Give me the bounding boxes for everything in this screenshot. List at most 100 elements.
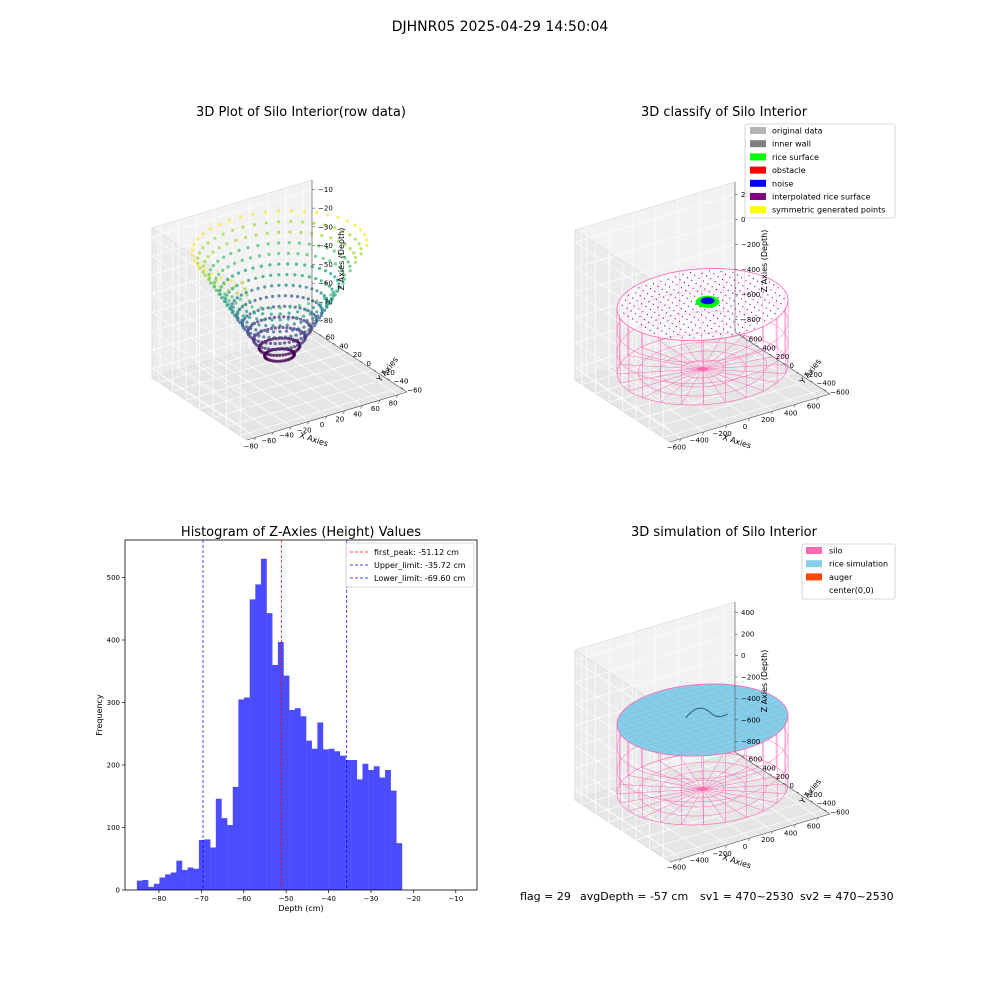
- y-tick-mark: [809, 800, 813, 802]
- x-tick-mark: [306, 421, 310, 425]
- x-tick-label: 0: [743, 423, 747, 431]
- x-tick-label: 20: [335, 416, 344, 424]
- legend-label: Lower_limit: -69.60 cm: [374, 574, 466, 583]
- y-tick-label: −40: [394, 378, 409, 386]
- x-tick-label: −50: [279, 895, 294, 903]
- y-tick-label: 0: [116, 887, 120, 895]
- y-tick-mark: [782, 782, 786, 785]
- histogram-bar: [142, 880, 149, 890]
- histogram-bar: [390, 790, 397, 891]
- histogram-bar: [244, 697, 250, 890]
- y-tick-mark: [755, 345, 759, 347]
- legend-label: inner wall: [772, 140, 811, 149]
- y-tick-label: 0: [367, 360, 371, 368]
- z-tick-label: −400: [741, 266, 760, 274]
- histogram-bar: [283, 675, 290, 891]
- simulation-center-mark: [697, 787, 708, 791]
- auger-depression: [685, 707, 729, 719]
- y-tick-label: 600: [749, 335, 762, 343]
- z-tick-label: −40: [318, 242, 333, 250]
- histogram-bar: [362, 763, 369, 890]
- histogram-bar: [238, 699, 245, 891]
- z-tick-label: −70: [318, 298, 333, 306]
- x-tick-label: −10: [448, 895, 463, 903]
- y-tick-mark: [795, 791, 800, 794]
- legend-label: noise: [772, 179, 793, 188]
- legend-label: Upper_limit: -35.72 cm: [374, 561, 466, 570]
- classify-3d-plot: 3D classify of Silo Interior −600−400−20…: [574, 105, 896, 452]
- x-tick-mark: [747, 417, 751, 422]
- legend-frame: [744, 123, 896, 219]
- histogram-bar: [260, 558, 267, 890]
- histogram-bar: [317, 722, 324, 890]
- histogram-bar: [379, 777, 386, 890]
- legend-swatch: [750, 206, 766, 214]
- x-axis-label: X Axies: [298, 431, 329, 449]
- z-tick-label: −800: [741, 738, 760, 746]
- y-tick-label: −200: [803, 791, 822, 799]
- raw-data-3d-plot: 3D Plot of Silo Interior(row data) −80−6…: [151, 105, 422, 450]
- x-tick-mark: [816, 397, 819, 401]
- x-tick-label: 40: [353, 410, 362, 418]
- y-tick-label: 500: [107, 574, 120, 582]
- y-tick-label: −400: [817, 800, 836, 808]
- histogram-bar: [193, 868, 200, 890]
- histogram-bar: [300, 716, 307, 890]
- x-tick-label: 400: [784, 829, 797, 837]
- legend-label: center(0,0): [829, 586, 874, 595]
- legend-label: rice surface: [772, 153, 819, 162]
- classify-plot-title: 3D classify of Silo Interior: [641, 105, 808, 120]
- x-axis: −80 −70 −60 −50 −40 −30 −20 −10 Depth (cm): [152, 890, 463, 913]
- x-tick-label: 200: [761, 416, 774, 424]
- legend-swatch: [750, 127, 766, 134]
- legend-swatch: [750, 153, 766, 161]
- bowl-points: [190, 209, 369, 363]
- z-tick-label: −30: [318, 223, 333, 231]
- x-tick-label: 80: [389, 400, 398, 408]
- y-tick-mark: [741, 756, 745, 758]
- x-tick-mark: [793, 404, 796, 408]
- histogram-title: Histogram of Z-Axies (Height) Values: [181, 525, 421, 540]
- x-tick-label: −600: [667, 864, 686, 872]
- y-axis-label: Frequency: [95, 694, 104, 736]
- y-tick-label: 200: [776, 773, 789, 781]
- legend-swatch: [750, 140, 766, 148]
- legend-label: silo: [829, 547, 843, 556]
- plot-frame: [124, 539, 478, 891]
- x-axis: −80−60−40−20 0 20 40 60 80 X Axies: [243, 391, 408, 450]
- classify-legend: original data inner wall rice surface obsta…: [744, 123, 896, 219]
- x-tick-label: 0: [743, 843, 747, 851]
- histogram-bar: [385, 770, 391, 890]
- y-tick-label: −60: [407, 387, 422, 395]
- y-tick-mark: [795, 371, 800, 374]
- y-tick-label: 400: [762, 764, 775, 772]
- histogram-bar: [294, 708, 301, 891]
- y-tick-label: 40: [339, 342, 348, 350]
- histogram-bar: [187, 867, 194, 890]
- y-tick-label: 600: [749, 755, 762, 763]
- x-tick-mark: [724, 844, 728, 849]
- legend-label: obstacle: [772, 166, 806, 175]
- histogram-bar: [277, 641, 284, 891]
- classify-center-mark: [697, 367, 708, 371]
- z-tick-label: 400: [741, 609, 754, 617]
- z-tick-label: −600: [741, 716, 760, 724]
- raw-plot-title: 3D Plot of Silo Interior(row data): [196, 105, 406, 120]
- z-axis: 400 200 0 −200 −400 −600 −800 Z Axies (Depth): [734, 602, 769, 752]
- y-tick-mark: [332, 343, 336, 345]
- y-tick-mark: [318, 334, 322, 336]
- histogram-bar: [373, 766, 380, 890]
- noise-cluster: [700, 297, 715, 305]
- histogram-bar: [311, 748, 318, 890]
- summary-info-line: flag = 29 avgDepth = -57 cm sv1 = 470~25…: [520, 890, 894, 903]
- x-axis-label: X Axies: [721, 853, 752, 871]
- histogram-bar: [204, 839, 211, 891]
- x-tick-label: −30: [364, 895, 379, 903]
- y-tick-mark: [755, 765, 759, 767]
- info-avg-depth: avgDepth = -57 cm: [580, 890, 688, 903]
- x-tick-mark: [702, 851, 705, 855]
- y-tick-label: 60: [326, 333, 335, 341]
- x-axis-label: Depth (cm): [278, 904, 323, 913]
- x-tick-mark: [702, 431, 705, 435]
